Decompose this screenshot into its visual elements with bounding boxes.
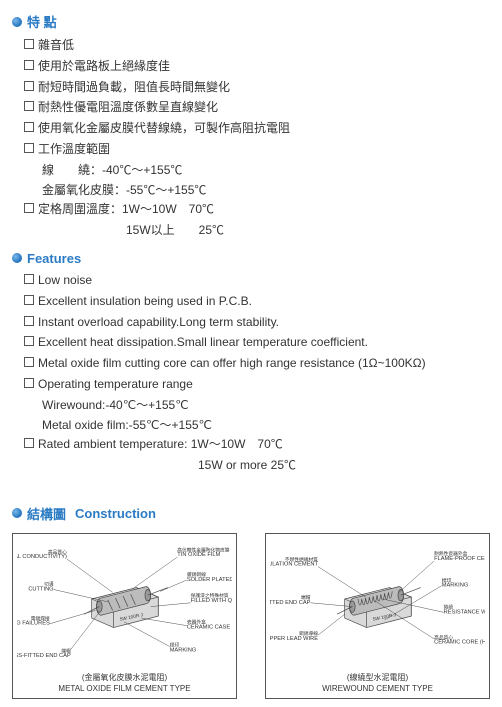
checkbox-icon xyxy=(24,336,34,346)
temp-range-oxide-zh: 金屬氧化皮膜：-55℃～+155℃ xyxy=(12,182,490,199)
svg-text:CERAMIC CORE (HIGH THERMAL CON: CERAMIC CORE (HIGH THERMAL CONDUCTIVITY) xyxy=(434,640,485,646)
svg-text:SOLDER PLATED COPPER LEAD WIRE: SOLDER PLATED COPPER LEAD WIRE xyxy=(187,577,232,583)
svg-text:CERAMIC CORE (HIGH THERMAL CON: CERAMIC CORE (HIGH THERMAL CONDUCTIVITY) xyxy=(17,554,67,560)
temp-range-wirewound-zh: 線 繞：-40℃～+155℃ xyxy=(12,162,490,179)
bullet-icon xyxy=(12,508,22,518)
construction-left-caption: (金屬氧化皮膜水泥電阻) METAL OXIDE FILM CEMENT TYP… xyxy=(58,673,190,694)
checkbox-icon xyxy=(24,438,34,448)
checkbox-icon xyxy=(24,316,34,326)
temp-range-oxide-en: Metal oxide film:-55℃～+155℃ xyxy=(12,417,490,434)
features-zh-list: 雜音低 使用於電路板上絕緣度佳 耐短時間過負載，阻值長時間無變化 耐熱性優電阻溫… xyxy=(12,37,490,239)
checkbox-icon xyxy=(24,122,34,132)
list-item: Excellent insulation being used in P.C.B… xyxy=(12,293,490,310)
construction-title-en: Construction xyxy=(75,506,156,521)
construction-title-zh: 結構圖 xyxy=(27,504,66,523)
list-item: 雜音低 xyxy=(12,37,490,54)
svg-text:PRESS-FITTED END CAP: PRESS-FITTED END CAP xyxy=(270,600,311,606)
svg-text:RESISTANCE WIRE OR COPPER-NICK: RESISTANCE WIRE OR COPPER-NICKEL ALLOY R… xyxy=(444,609,485,615)
svg-text:FILLED WITH QUALIFIED SPECIAL: FILLED WITH QUALIFIED SPECIAL CEMENT xyxy=(191,598,232,604)
svg-text:PRESS-FITTED END CAP: PRESS-FITTED END CAP xyxy=(17,653,71,659)
checkbox-icon xyxy=(24,203,34,213)
checkbox-icon xyxy=(24,101,34,111)
checkbox-icon xyxy=(24,274,34,284)
construction-right-caption: (線繞型水泥電阻) WIREWOUND CEMENT TYPE xyxy=(322,673,433,694)
construction-right-box: 5W 100R J 不燃性絕緣材質 FLAME-PROOF INSULATION… xyxy=(265,533,490,699)
list-item: 定格周圍溫度：1W～10W 70℃ xyxy=(12,201,490,218)
rated-temp-2-zh: 15W以上 25℃ xyxy=(12,222,490,239)
svg-text:TIN OXIDE FILM: TIN OXIDE FILM xyxy=(177,552,220,558)
svg-text:END CAP AND LEAD ARE ELECTRICA: END CAP AND LEAD ARE ELECTRICALLY WELDED… xyxy=(17,621,50,627)
list-item: Low noise xyxy=(12,272,490,289)
features-en-header: Features xyxy=(12,251,490,266)
checkbox-icon xyxy=(24,357,34,367)
list-item: 耐短時間過負載，阻值長時間無變化 xyxy=(12,79,490,96)
list-item: Rated ambient temperature: 1W～10W 70℃ xyxy=(12,436,490,453)
list-item: Instant overload capability.Long term st… xyxy=(12,314,490,331)
list-item: 工作溫度範圍 xyxy=(12,141,490,158)
list-item: Excellent heat dissipation.Small linear … xyxy=(12,334,490,351)
svg-text:FLAME-PROOF CERAMIC CASE: FLAME-PROOF CERAMIC CASE xyxy=(434,556,485,562)
list-item: 使用氧化金屬皮膜代替線繞，可製作高阻抗電阻 xyxy=(12,120,490,137)
bullet-icon xyxy=(12,17,22,27)
svg-text:MARKING: MARKING xyxy=(170,647,197,653)
list-item: 耐熱性優電阻溫度係數呈直線變化 xyxy=(12,99,490,116)
checkbox-icon xyxy=(24,295,34,305)
resistor-diagram-right: 5W 100R J 不燃性絕緣材質 FLAME-PROOF INSULATION… xyxy=(270,540,485,673)
temp-range-wirewound-en: Wirewound:-40℃～+155℃ xyxy=(12,397,490,414)
svg-text:CUTTING: CUTTING xyxy=(28,586,53,592)
svg-text:CERAMIC CASE: CERAMIC CASE xyxy=(187,624,231,630)
features-en-title: Features xyxy=(27,251,81,266)
features-en-list: Low noise Excellent insulation being use… xyxy=(12,272,490,474)
bullet-icon xyxy=(12,253,22,263)
checkbox-icon xyxy=(24,378,34,388)
svg-text:MARKING: MARKING xyxy=(442,583,469,589)
list-item: Metal oxide film cutting core can offer … xyxy=(12,355,490,372)
checkbox-icon xyxy=(24,81,34,91)
svg-text:SOLDER PLATED COPPER LEAD WIRE: SOLDER PLATED COPPER LEAD WIRE xyxy=(270,636,318,642)
construction-row: 5W 100R J 高品質心 CERAMIC CORE (HIGH THERMA xyxy=(12,533,490,699)
checkbox-icon xyxy=(24,60,34,70)
svg-text:FLAME-PROOF INSULATION CEMENT: FLAME-PROOF INSULATION CEMENT xyxy=(270,562,319,568)
list-item: Operating temperature range xyxy=(12,376,490,393)
checkbox-icon xyxy=(24,39,34,49)
checkbox-icon xyxy=(24,143,34,153)
resistor-diagram-left: 5W 100R J 高品質心 CERAMIC CORE (HIGH THERMA xyxy=(17,540,232,673)
rated-temp-2-en: 15W or more 25℃ xyxy=(12,457,490,474)
features-zh-title: 特 點 xyxy=(27,12,57,31)
list-item: 使用於電路板上絕緣度佳 xyxy=(12,58,490,75)
construction-header: 結構圖 Construction xyxy=(12,504,490,523)
construction-left-box: 5W 100R J 高品質心 CERAMIC CORE (HIGH THERMA xyxy=(12,533,237,699)
features-zh-header: 特 點 xyxy=(12,12,490,31)
